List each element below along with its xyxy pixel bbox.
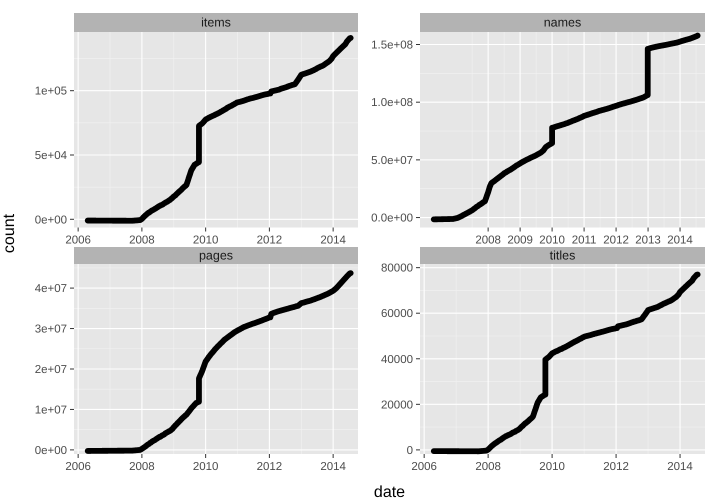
svg-text:0e+00: 0e+00	[35, 214, 67, 226]
svg-text:2010: 2010	[539, 235, 565, 247]
svg-text:1.5e+08: 1.5e+08	[371, 40, 413, 52]
svg-text:2008: 2008	[129, 235, 155, 247]
svg-text:2014: 2014	[320, 235, 346, 247]
svg-text:2012: 2012	[603, 461, 629, 473]
svg-text:0: 0	[407, 445, 413, 457]
svg-text:60000: 60000	[381, 308, 413, 320]
svg-text:2008: 2008	[129, 461, 155, 473]
svg-text:items: items	[201, 16, 231, 30]
svg-text:2012: 2012	[257, 461, 283, 473]
svg-text:pages: pages	[199, 249, 233, 263]
svg-text:2006: 2006	[65, 461, 91, 473]
svg-text:2008: 2008	[475, 461, 501, 473]
svg-text:3e+07: 3e+07	[35, 324, 67, 336]
svg-text:titles: titles	[550, 249, 576, 263]
svg-text:2010: 2010	[193, 461, 219, 473]
svg-text:2014: 2014	[667, 235, 693, 247]
svg-text:4e+07: 4e+07	[35, 283, 67, 295]
svg-text:80000: 80000	[381, 263, 413, 275]
svg-text:count: count	[1, 213, 18, 253]
svg-text:5e+04: 5e+04	[35, 150, 68, 162]
svg-text:2e+07: 2e+07	[35, 364, 67, 376]
svg-text:2010: 2010	[193, 235, 219, 247]
svg-text:2009: 2009	[507, 235, 533, 247]
svg-text:2014: 2014	[667, 461, 693, 473]
svg-text:1.0e+08: 1.0e+08	[371, 97, 413, 109]
svg-text:1e+05: 1e+05	[35, 86, 67, 98]
svg-text:names: names	[544, 16, 582, 30]
svg-text:2010: 2010	[539, 461, 565, 473]
svg-text:0e+00: 0e+00	[35, 445, 67, 457]
svg-text:0.0e+00: 0.0e+00	[371, 213, 413, 225]
svg-text:date: date	[374, 484, 405, 501]
svg-text:2006: 2006	[65, 235, 91, 247]
svg-text:2013: 2013	[635, 235, 661, 247]
svg-text:2011: 2011	[572, 235, 597, 247]
svg-text:40000: 40000	[381, 354, 413, 366]
svg-text:2006: 2006	[411, 461, 437, 473]
svg-text:20000: 20000	[381, 399, 413, 411]
svg-text:2008: 2008	[475, 235, 501, 247]
svg-text:5.0e+07: 5.0e+07	[371, 155, 413, 167]
svg-text:1e+07: 1e+07	[35, 404, 67, 416]
svg-text:2012: 2012	[603, 235, 629, 247]
svg-text:2014: 2014	[320, 461, 346, 473]
svg-text:2012: 2012	[257, 235, 283, 247]
